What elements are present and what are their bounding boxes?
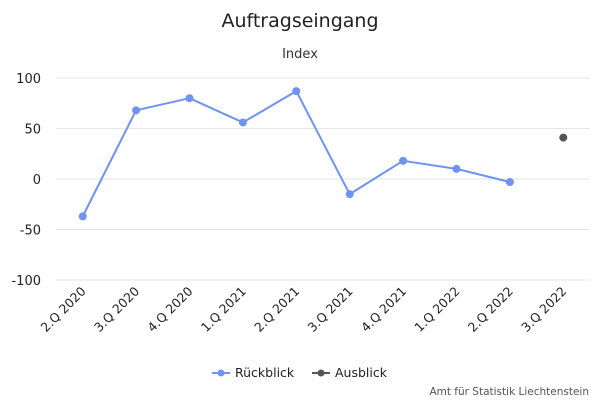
y-tick-label: 100 (16, 72, 41, 87)
legend-label-ausblick: Ausblick (335, 365, 388, 380)
data-point[interactable] (238, 118, 247, 127)
legend-item-rueckblick[interactable]: Rückblick (212, 365, 295, 380)
y-tick-label: -100 (11, 274, 41, 289)
data-point[interactable] (78, 212, 87, 221)
series (78, 87, 568, 221)
x-tick-label: 3.Q 2021 (305, 284, 356, 335)
y-tick-label: 50 (24, 123, 41, 138)
data-point[interactable] (505, 178, 514, 187)
x-tick-label: 2.Q 2022 (465, 284, 516, 335)
x-tick-label: 2.Q 2021 (251, 284, 302, 335)
data-point[interactable] (559, 133, 568, 142)
x-tick-label: 3.Q 2020 (91, 283, 142, 334)
data-point[interactable] (292, 87, 301, 96)
y-tick-label: 0 (33, 173, 41, 188)
x-tick-label: 2.Q 2020 (38, 283, 89, 334)
legend-marker-ausblick (317, 369, 325, 377)
y-axis-labels: 100 50 0 -50 -100 (11, 72, 41, 289)
legend-label-rueckblick: Rückblick (235, 365, 295, 380)
series-line-0 (81, 90, 511, 217)
legend-item-ausblick[interactable]: Ausblick (312, 365, 388, 380)
legend-marker-rueckblick (217, 369, 225, 377)
chart-title: Auftragseingang (221, 10, 378, 32)
data-point[interactable] (399, 156, 408, 165)
data-point[interactable] (185, 94, 194, 103)
x-tick-label: 1.Q 2021 (198, 284, 249, 335)
credits[interactable]: Amt für Statistik Liechtenstein (429, 386, 589, 398)
data-point[interactable] (345, 190, 354, 199)
x-axis-labels: 2.Q 2020 3.Q 2020 4.Q 2020 1.Q 2021 2.Q 2021… (38, 283, 570, 334)
data-point[interactable] (452, 164, 461, 173)
x-tick-label: 4.Q 2021 (358, 284, 409, 335)
x-tick-label: 1.Q 2022 (411, 284, 462, 335)
chart-subtitle: Index (282, 47, 318, 62)
x-tick-label: 4.Q 2020 (144, 283, 195, 334)
data-point[interactable] (132, 106, 141, 115)
x-tick-label: 3.Q 2022 (518, 284, 569, 335)
legend: Rückblick Ausblick (212, 365, 388, 380)
gridlines (56, 77, 590, 281)
y-tick-label: -50 (20, 224, 41, 239)
